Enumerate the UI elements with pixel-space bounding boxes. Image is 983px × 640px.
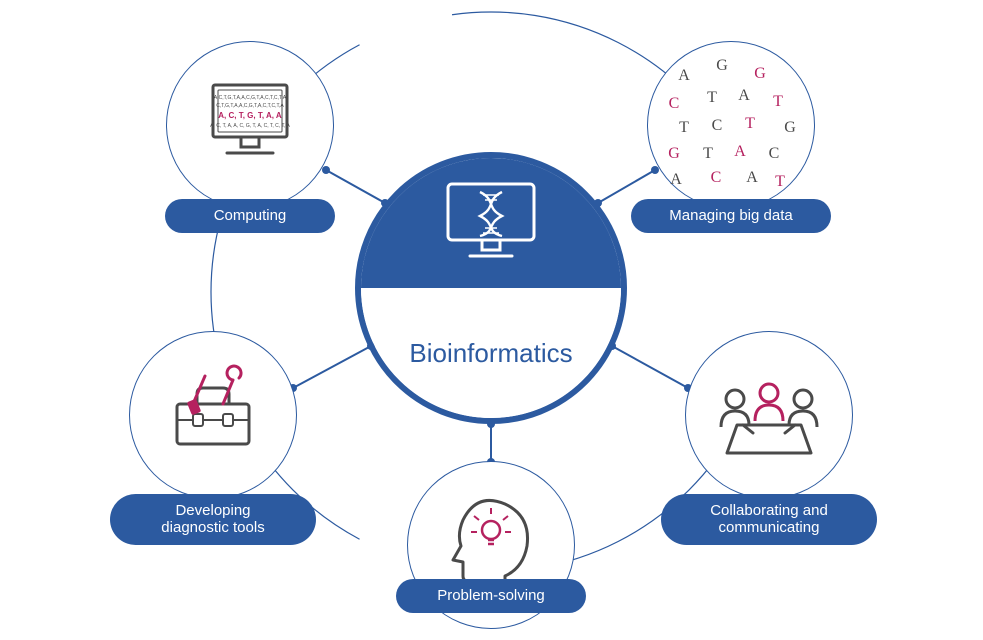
dna-letter: C <box>712 117 723 135</box>
dna-letter: A <box>734 143 746 161</box>
center-node: Bioinformatics <box>355 152 627 424</box>
dna-letter: T <box>707 89 717 107</box>
node-collab <box>685 331 853 499</box>
dna-letter: G <box>754 65 766 83</box>
toolbox-icon <box>153 360 273 470</box>
dna-letter: A <box>738 87 750 105</box>
svg-text:A,C,T,G,T,A,A,C,G,T,A,C,T,C,T,: A,C,T,G,T,A,A,C,G,T,A,C,T,C,T,A <box>214 95 287 101</box>
label-text: Developingdiagnostic tools <box>161 502 264 537</box>
monitor-dna-icon <box>436 178 546 268</box>
label-problem: Problem-solving <box>396 579 586 613</box>
computer-sequence-icon: A,C,T,G,T,A,A,C,G,T,A,C,T,C,T,A C,T,G,T,… <box>195 75 305 175</box>
diagram-root: Bioinformatics A,C,T,G,T,A,A,C,G,T,A,C,T… <box>0 0 983 640</box>
dna-letter: A <box>746 169 758 187</box>
dna-letter: G <box>668 145 680 163</box>
label-diagnostic: Developingdiagnostic tools <box>110 494 316 545</box>
label-text: Computing <box>214 207 287 224</box>
dna-letter: G <box>784 119 796 137</box>
svg-text:A, C, T, A, A, C, G, T, A, C,: A, C, T, A, A, C, G, T, A, C, T, C, T, A <box>210 123 290 129</box>
label-computing: Computing <box>165 199 335 233</box>
label-text: Problem-solving <box>437 587 545 604</box>
dna-letter: T <box>703 145 713 163</box>
label-text: Collaborating andcommunicating <box>710 502 828 537</box>
dna-letter: C <box>711 169 722 187</box>
dna-letter: T <box>745 115 755 133</box>
label-text: Managing big data <box>669 207 792 224</box>
node-computing: A,C,T,G,T,A,A,C,G,T,A,C,T,C,T,A C,T,G,T,… <box>166 41 334 209</box>
node-big-data: AGGCTATTCTGGTACACAT <box>647 41 815 209</box>
svg-text:A, C, T, G, T, A, A: A, C, T, G, T, A, A <box>218 111 282 120</box>
dna-letter: T <box>775 173 785 191</box>
center-title: Bioinformatics <box>409 338 572 369</box>
node-diagnostic <box>129 331 297 499</box>
label-big-data: Managing big data <box>631 199 831 233</box>
label-collab: Collaborating andcommunicating <box>661 494 877 545</box>
dna-letter: G <box>716 57 728 75</box>
meeting-icon <box>699 355 839 475</box>
dna-letter: T <box>773 93 783 111</box>
dna-letter: A <box>670 171 682 189</box>
dna-letter: T <box>679 119 689 137</box>
dna-letter: C <box>769 145 780 163</box>
dna-letters-icon: AGGCTATTCTGGTACACAT <box>648 42 814 208</box>
dna-letter: C <box>669 95 680 113</box>
svg-text:C,T,G,T,A,A,C,G,T,A,C,T,C,T,A: C,T,G,T,A,A,C,G,T,A,C,T,C,T,A <box>216 103 284 109</box>
dna-letter: A <box>678 67 690 85</box>
